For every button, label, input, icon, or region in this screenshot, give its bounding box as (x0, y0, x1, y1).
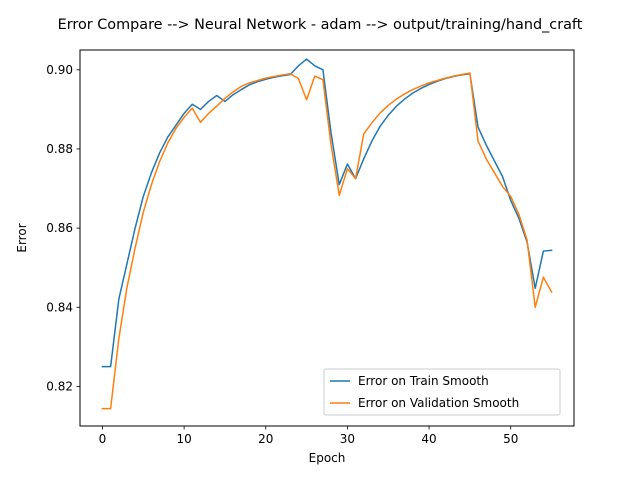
x-tick-label: 0 (99, 432, 107, 446)
plot-frame (79, 49, 575, 427)
y-tick-label: 0.84 (46, 300, 73, 314)
x-tick-label: 20 (258, 432, 273, 446)
series-line-train (101, 58, 553, 368)
x-axis-label: Epoch (309, 451, 346, 465)
legend-label-validation: Error on Validation Smooth (358, 396, 519, 410)
series-lines (101, 58, 553, 410)
legend-box (323, 368, 561, 416)
y-tick-label: 0.88 (46, 142, 73, 156)
x-tick-label: 40 (421, 432, 436, 446)
legend-label-train: Error on Train Smooth (358, 374, 489, 388)
series-line-validation (101, 72, 553, 410)
y-axis-label: Error (15, 223, 29, 252)
x-tick-label: 30 (340, 432, 355, 446)
x-tick-label: 10 (176, 432, 191, 446)
y-tick-label: 0.90 (46, 63, 73, 77)
y-axis: 0.82 0.84 0.86 0.88 0.90 (46, 63, 80, 393)
x-axis: 0 10 20 30 40 50 (99, 426, 518, 446)
y-tick-label: 0.86 (46, 221, 73, 235)
y-tick-label: 0.82 (46, 379, 73, 393)
chart-title: Error Compare --> Neural Network - adam … (58, 17, 583, 33)
legend: Error on Train Smooth Error on Validatio… (323, 368, 561, 416)
x-tick-label: 50 (503, 432, 518, 446)
